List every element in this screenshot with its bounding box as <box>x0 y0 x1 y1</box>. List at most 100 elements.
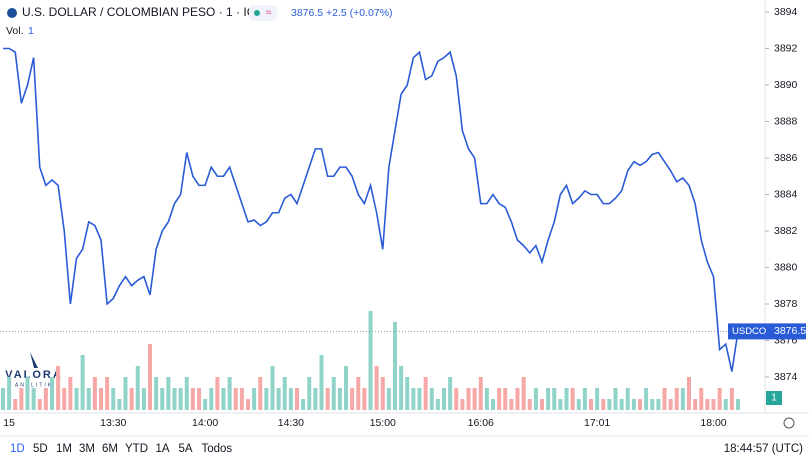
volume-bar <box>13 399 18 410</box>
range-button[interactable]: 6M <box>102 443 118 455</box>
volume-bar <box>129 388 134 410</box>
volume-bar <box>570 388 575 410</box>
volume-bar <box>466 388 471 410</box>
volume-bar <box>74 388 79 410</box>
range-button[interactable]: 5A <box>179 443 193 455</box>
volume-bar <box>631 399 636 410</box>
volume-bar <box>484 388 489 410</box>
volume-bar <box>638 399 642 410</box>
volume-bar <box>117 399 122 410</box>
volume-bar <box>258 377 263 410</box>
range-button[interactable]: 5D <box>33 443 48 455</box>
volume-bar <box>307 377 312 410</box>
x-tick-label: 16:06 <box>468 417 494 429</box>
volume-bar <box>105 377 110 410</box>
range-button[interactable]: YTD <box>125 443 148 455</box>
volume-tag-text: 1 <box>771 393 777 404</box>
flag-icon <box>7 8 17 18</box>
volume-bar <box>288 388 293 410</box>
range-button[interactable]: 1A <box>156 443 170 455</box>
logo-mark <box>30 352 38 368</box>
volume-bar <box>295 388 299 410</box>
volume-bar <box>607 399 612 410</box>
volume-bar <box>80 355 85 410</box>
volume-bar <box>405 377 410 410</box>
volume-bar <box>546 388 551 410</box>
volume-bar <box>215 377 220 410</box>
volume-bar <box>515 388 520 410</box>
volume-bar <box>270 366 275 410</box>
volume-bar <box>399 366 404 410</box>
volume-bar <box>86 388 91 410</box>
volume-bar <box>558 399 563 410</box>
range-button[interactable]: 3M <box>79 443 95 455</box>
volume-bar <box>227 377 232 410</box>
volume-bar <box>50 377 54 410</box>
settings-icon[interactable] <box>783 417 795 429</box>
status-sign: ≈ <box>266 8 272 19</box>
volume-bar <box>233 388 238 410</box>
volume-bar <box>736 399 740 410</box>
volume-bar <box>31 388 36 410</box>
volume-bar <box>448 377 453 410</box>
volume-bar <box>209 388 214 410</box>
volume-bar <box>344 366 348 410</box>
volume-bar <box>619 399 624 410</box>
volume-bar <box>19 388 24 410</box>
volume-bar <box>331 377 336 410</box>
range-button[interactable]: Todos <box>202 443 233 455</box>
volume-bar <box>356 377 361 410</box>
volume-bar <box>503 388 508 410</box>
volume-bar <box>625 388 630 410</box>
volume-bar <box>184 377 189 410</box>
y-tick-label: 3894 <box>774 6 798 18</box>
volume-bar <box>472 388 477 410</box>
y-tick-label: 3880 <box>774 261 798 273</box>
volume-bar <box>656 399 661 410</box>
volume-bar <box>99 388 103 410</box>
volume-bar <box>56 366 61 410</box>
volume-bar <box>491 399 495 410</box>
y-tick-label: 3878 <box>774 298 798 310</box>
y-tick-label: 3874 <box>774 371 798 383</box>
volume-bar <box>576 399 581 410</box>
symbol-tag <box>728 323 766 340</box>
range-button[interactable]: 1D <box>10 443 25 455</box>
volume-bar <box>252 388 257 410</box>
header-price: 3876.5 <box>291 7 323 19</box>
volume-bar <box>190 388 195 410</box>
volume-bar <box>197 388 201 410</box>
range-button[interactable]: 1M <box>56 443 72 455</box>
x-tick-label: 14:30 <box>278 417 304 429</box>
volume-bar <box>460 399 465 410</box>
volume-bar <box>442 388 446 410</box>
volume-bar <box>37 399 42 410</box>
volume-bar <box>123 377 128 410</box>
x-tick-label: 14:00 <box>192 417 218 429</box>
x-tick-label: 17:01 <box>584 417 610 429</box>
volume-bar <box>589 399 593 410</box>
volume-bar <box>172 388 177 410</box>
y-tick-label: 3892 <box>774 42 798 54</box>
volume-bar <box>552 388 557 410</box>
volume-bar <box>362 388 367 410</box>
volume-bar <box>43 388 48 410</box>
volume-bar <box>166 377 171 410</box>
volume-tag <box>766 391 782 405</box>
volume-bar <box>411 388 416 410</box>
volume-bar <box>613 388 618 410</box>
volume-bar <box>7 377 12 410</box>
header-change: +2.5 (+0.07%) <box>326 7 393 19</box>
volume-bar <box>276 388 281 410</box>
volume-bar <box>264 388 269 410</box>
y-tick-label: 3884 <box>774 188 798 200</box>
volume-bar <box>723 399 728 410</box>
volume-bar <box>68 377 73 410</box>
volume-bar <box>221 388 226 410</box>
volume-bar <box>687 377 691 410</box>
volume-bar <box>717 388 722 410</box>
y-tick-label: 3890 <box>774 79 798 91</box>
y-tick-label: 3882 <box>774 225 798 237</box>
volume-bar <box>497 388 502 410</box>
